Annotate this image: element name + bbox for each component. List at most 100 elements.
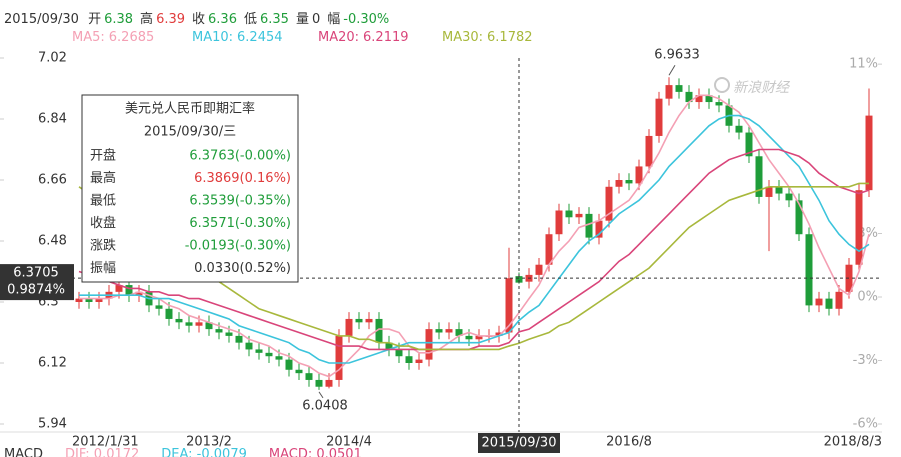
header-label: 低 — [243, 12, 257, 27]
footer: MACD DIF: 0.0172 DEA: -0.0079 MACD: 0.0501 — [4, 447, 384, 457]
candle-body — [495, 332, 503, 336]
tooltip-title: 美元兑人民币即期汇率 — [125, 101, 255, 117]
tooltip-label: 开盘 — [90, 148, 116, 164]
candle-body — [185, 322, 193, 326]
crosshair-y-box — [0, 264, 74, 301]
x-tick-label: 2016/8 — [606, 435, 652, 450]
candle-body — [715, 102, 723, 106]
y-tick-label: 6.12 — [38, 356, 67, 371]
candle-body — [535, 264, 543, 275]
candle-body — [345, 318, 353, 336]
header-value: 0 — [311, 12, 321, 27]
watermark-icon — [714, 77, 730, 93]
candle-body — [515, 276, 523, 283]
tooltip-date: 2015/09/30/三 — [144, 125, 236, 140]
candle-body — [815, 298, 823, 306]
tooltip: 美元兑人民币即期汇率 2015/09/30/三开盘 6.3763(-0.00%) 最高… — [81, 94, 299, 283]
candle-body — [75, 298, 83, 302]
max-pointer — [668, 64, 676, 76]
candle-body — [95, 298, 103, 302]
candle-body — [705, 95, 713, 103]
candle-body — [135, 291, 143, 296]
candle-body — [655, 98, 663, 136]
ma-line — [79, 114, 870, 364]
candle-body — [225, 332, 233, 336]
candle-body — [555, 210, 563, 235]
watermark: 新浪财经 — [733, 80, 791, 96]
x-tick-label: 2013/2 — [186, 435, 232, 450]
candle-body — [775, 186, 783, 194]
footer-item: DIF: 0.0172 — [64, 447, 140, 457]
candle-body — [85, 298, 93, 302]
header-value: 6.38 — [104, 12, 134, 27]
candle-body — [785, 193, 793, 201]
tooltip-box — [81, 94, 299, 283]
tooltip-label: 振幅 — [90, 261, 116, 276]
candle-body — [375, 318, 383, 343]
legend-entry: MA30: 6.1782 — [442, 30, 538, 45]
candle-body — [805, 234, 813, 306]
candle-body — [385, 342, 393, 350]
header: 2015/09/30 开 6.38 高 6.39 收 6.36 低 6.35 量 0 幅 -0.30% — [4, 8, 396, 27]
y2-tick-label: -6% — [853, 417, 878, 432]
candle-body — [545, 234, 553, 265]
candle-body — [355, 318, 363, 323]
candle-body — [825, 298, 833, 309]
min-pointer — [318, 391, 324, 399]
y-tick-label: 6.48 — [38, 234, 67, 249]
tooltip-value: 6.3763(-0.00%) — [189, 149, 291, 164]
candle-body — [395, 349, 403, 357]
crosshair-date: 2015/09/30 — [482, 436, 557, 451]
candle-body — [415, 359, 423, 363]
candle-body — [235, 335, 243, 343]
candle-body — [595, 220, 603, 238]
candle-body — [165, 308, 173, 319]
header-label: 高 — [140, 12, 154, 27]
candle-body — [315, 379, 323, 387]
x-tick-label: 2012/1/31 — [72, 435, 139, 450]
header-label: 幅 — [327, 12, 341, 27]
crosshair-price: 6.3705 — [13, 266, 59, 281]
candle-body — [425, 329, 433, 360]
candle-body — [505, 278, 513, 333]
header-value: -0.30% — [343, 12, 390, 27]
legend-entry: MA20: 6.2119 — [318, 30, 414, 45]
candle-body — [255, 349, 263, 353]
candle-body — [755, 156, 763, 197]
x-tick-label: 2018/8/3 — [824, 435, 882, 450]
candle-body — [305, 373, 313, 380]
legend-value: 6.2685 — [108, 30, 155, 45]
legend: MA5: 6.2685 MA10: 6.2454 MA20: 6.2119 MA30: 6.1… — [0, 30, 880, 48]
footer-item: MACD: 0.0501 — [268, 447, 362, 457]
y-tick-label: 6.66 — [38, 173, 67, 188]
tooltip-label: 最高 — [90, 170, 116, 186]
candle-body — [565, 210, 573, 218]
legend-name: MA20: — [318, 30, 360, 45]
candle-body — [865, 115, 873, 191]
footer-item: MACD — [4, 447, 43, 457]
candle-body — [175, 318, 183, 323]
candle-body — [795, 200, 803, 235]
header-value: 6.39 — [156, 12, 186, 27]
tooltip-value: -0.0193(-0.30%) — [185, 239, 291, 254]
x-tick-label: 2014/4 — [326, 435, 372, 450]
candle-body — [205, 322, 213, 330]
header-date: 2015/09/30 — [4, 12, 79, 27]
candle-body — [625, 180, 633, 184]
candle-body — [675, 85, 683, 92]
candle-body — [645, 135, 653, 167]
tooltip-value: 6.3571(-0.30%) — [189, 216, 291, 231]
crosshair-x-box — [478, 433, 560, 453]
candle-body — [195, 322, 203, 326]
candle-body — [465, 335, 473, 340]
candle-body — [455, 329, 463, 336]
legend-entry: MA5: 6.2685 — [72, 30, 159, 45]
candle-body — [405, 356, 413, 363]
candle-body — [365, 318, 373, 323]
ma-line — [78, 148, 870, 351]
header-value: 6.36 — [208, 12, 237, 27]
tooltip-label: 收盘 — [90, 215, 116, 231]
candle-body — [665, 85, 673, 99]
